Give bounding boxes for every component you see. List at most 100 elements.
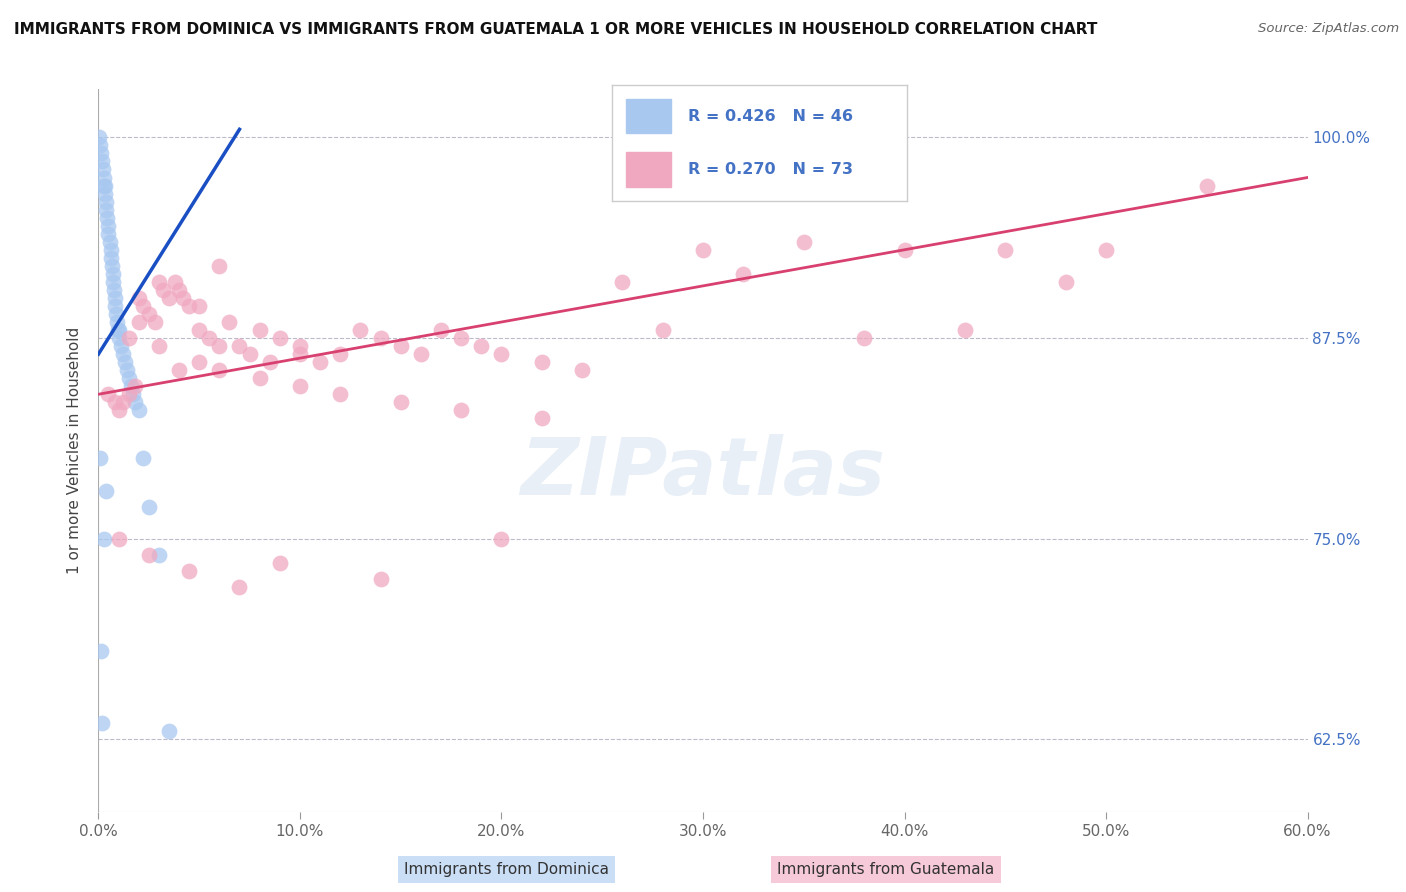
- Point: [349, 323, 371, 337]
- Point: [107, 532, 129, 546]
- Point: [530, 411, 553, 425]
- Point: [157, 291, 180, 305]
- Point: [470, 339, 492, 353]
- Point: [111, 395, 134, 409]
- Point: [138, 500, 160, 514]
- Point: [389, 339, 412, 353]
- Point: [93, 178, 115, 193]
- Point: [97, 219, 120, 233]
- Point: [269, 331, 291, 345]
- Point: [853, 331, 876, 345]
- Point: [93, 170, 115, 185]
- Point: [118, 387, 141, 401]
- Point: [96, 483, 118, 498]
- Point: [651, 323, 673, 337]
- Point: [208, 259, 231, 273]
- Point: [103, 291, 125, 305]
- Point: [96, 202, 118, 217]
- Point: [89, 130, 111, 145]
- Point: [228, 339, 250, 353]
- Point: [692, 243, 714, 257]
- Point: [1195, 178, 1218, 193]
- Point: [90, 644, 112, 658]
- Point: [370, 572, 392, 586]
- Point: [107, 403, 129, 417]
- Point: [138, 307, 160, 321]
- Point: [121, 387, 143, 401]
- Point: [128, 291, 150, 305]
- Point: [208, 339, 231, 353]
- Point: [148, 548, 170, 562]
- Point: [259, 355, 281, 369]
- Point: [288, 339, 311, 353]
- Point: [163, 275, 186, 289]
- Text: Immigrants from Guatemala: Immigrants from Guatemala: [778, 863, 994, 877]
- Point: [103, 395, 125, 409]
- Point: [120, 379, 142, 393]
- Point: [329, 387, 352, 401]
- Point: [93, 162, 115, 177]
- Point: [115, 363, 138, 377]
- Point: [132, 299, 155, 313]
- Point: [100, 259, 122, 273]
- Text: ZIPatlas: ZIPatlas: [520, 434, 886, 512]
- Point: [96, 211, 118, 225]
- Point: [100, 251, 122, 265]
- Point: [167, 363, 190, 377]
- Point: [288, 347, 311, 361]
- Point: [188, 355, 211, 369]
- Point: [118, 371, 141, 385]
- Point: [1054, 275, 1077, 289]
- Point: [179, 564, 201, 578]
- Text: IMMIGRANTS FROM DOMINICA VS IMMIGRANTS FROM GUATEMALA 1 OR MORE VEHICLES IN HOUS: IMMIGRANTS FROM DOMINICA VS IMMIGRANTS F…: [14, 22, 1098, 37]
- Point: [208, 363, 231, 377]
- Point: [105, 315, 128, 329]
- Point: [103, 299, 125, 313]
- Point: [309, 355, 332, 369]
- Point: [269, 556, 291, 570]
- Point: [152, 283, 174, 297]
- Point: [128, 403, 150, 417]
- Point: [172, 291, 194, 305]
- Point: [793, 235, 815, 249]
- Point: [491, 347, 513, 361]
- Point: [148, 275, 170, 289]
- Point: [288, 379, 311, 393]
- Point: [188, 323, 211, 337]
- Point: [530, 355, 553, 369]
- Point: [94, 178, 117, 193]
- Point: [91, 716, 114, 731]
- Text: Source: ZipAtlas.com: Source: ZipAtlas.com: [1258, 22, 1399, 36]
- Point: [148, 339, 170, 353]
- Point: [370, 331, 392, 345]
- Point: [389, 395, 412, 409]
- Point: [124, 395, 146, 409]
- Point: [128, 315, 150, 329]
- Point: [124, 379, 146, 393]
- Text: R = 0.426   N = 46: R = 0.426 N = 46: [689, 109, 853, 124]
- Point: [329, 347, 352, 361]
- Point: [107, 331, 129, 345]
- Point: [612, 275, 634, 289]
- Point: [90, 146, 112, 161]
- Y-axis label: 1 or more Vehicles in Household: 1 or more Vehicles in Household: [67, 326, 83, 574]
- Point: [1095, 243, 1118, 257]
- Point: [101, 275, 124, 289]
- Point: [89, 451, 111, 466]
- Point: [198, 331, 221, 345]
- Point: [450, 403, 472, 417]
- Point: [430, 323, 453, 337]
- Bar: [627, 152, 671, 186]
- Point: [138, 548, 160, 562]
- Point: [100, 243, 122, 257]
- Point: [491, 532, 513, 546]
- Point: [249, 323, 271, 337]
- Point: [893, 243, 915, 257]
- Point: [733, 267, 755, 281]
- Point: [94, 186, 117, 201]
- Point: [97, 227, 120, 241]
- Point: [107, 323, 129, 337]
- Point: [167, 283, 190, 297]
- Point: [110, 339, 132, 353]
- Point: [450, 331, 472, 345]
